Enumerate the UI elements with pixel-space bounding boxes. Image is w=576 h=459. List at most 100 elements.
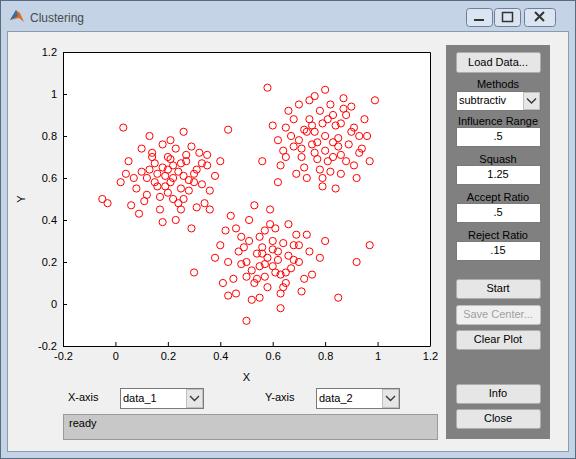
point xyxy=(133,185,140,192)
point xyxy=(290,143,297,150)
tick-label: 0 xyxy=(51,298,57,310)
tick-mark xyxy=(168,342,169,346)
edit-value: .5 xyxy=(493,206,502,218)
point xyxy=(240,244,247,251)
point xyxy=(104,200,111,207)
dropdown-button[interactable] xyxy=(524,93,540,110)
point xyxy=(282,124,289,131)
button-face[interactable] xyxy=(457,410,541,429)
point xyxy=(269,246,276,253)
dropdown[interactable]: data_2 xyxy=(317,389,400,409)
point xyxy=(314,156,321,163)
maximize-glyph xyxy=(503,13,513,22)
point xyxy=(301,275,308,282)
point xyxy=(190,269,197,276)
point xyxy=(125,158,132,165)
button[interactable]: Clear Plot xyxy=(457,331,541,350)
point xyxy=(322,237,329,244)
point xyxy=(287,265,294,272)
dropdown-box[interactable] xyxy=(317,389,400,409)
tick-label: 1.2 xyxy=(423,350,438,362)
tick: 0.8 xyxy=(42,130,67,142)
point xyxy=(298,153,305,160)
point xyxy=(217,158,224,165)
tick-label: 1 xyxy=(375,350,381,362)
point xyxy=(371,97,378,104)
point xyxy=(350,162,357,169)
point xyxy=(217,242,224,249)
edit-box[interactable] xyxy=(457,128,541,147)
window-button[interactable] xyxy=(525,9,556,27)
point xyxy=(156,193,163,200)
point xyxy=(154,170,161,177)
point xyxy=(266,206,273,213)
tick-mark xyxy=(63,220,67,221)
dropdown-button[interactable] xyxy=(187,390,203,408)
point xyxy=(177,206,184,213)
point xyxy=(211,172,218,179)
tick: 0 xyxy=(51,298,67,310)
point xyxy=(298,145,305,152)
button[interactable]: Load Data... xyxy=(457,53,541,73)
status-text: ready xyxy=(69,417,97,429)
point xyxy=(248,267,255,274)
point xyxy=(180,128,187,135)
point xyxy=(225,126,232,133)
point xyxy=(322,132,329,139)
edit-box[interactable] xyxy=(457,204,541,223)
button-face[interactable] xyxy=(457,280,541,299)
tick-label: 0.4 xyxy=(42,214,57,226)
point xyxy=(159,219,166,226)
control-label: Methods xyxy=(477,78,520,90)
dropdown[interactable]: data_1 xyxy=(121,389,204,409)
point xyxy=(363,132,370,139)
point xyxy=(248,296,255,303)
point xyxy=(295,242,302,249)
point xyxy=(319,183,326,190)
point xyxy=(193,166,200,173)
point xyxy=(316,254,323,261)
point xyxy=(308,141,315,148)
button[interactable]: Close xyxy=(457,410,541,429)
dropdown-box[interactable] xyxy=(121,389,204,409)
point xyxy=(353,258,360,265)
icon-shape xyxy=(10,10,24,22)
point xyxy=(298,288,305,295)
tick: 0.2 xyxy=(161,342,176,362)
edit-box[interactable] xyxy=(457,166,541,185)
edit-value: 1.25 xyxy=(487,168,508,180)
tick-label: 0.6 xyxy=(266,350,281,362)
button-label: Start xyxy=(486,282,509,294)
point xyxy=(183,151,190,158)
point xyxy=(366,242,373,249)
point xyxy=(172,145,179,152)
button-face[interactable] xyxy=(457,53,541,73)
tick: -0.2 xyxy=(38,340,67,352)
window-button[interactable] xyxy=(495,9,521,27)
button[interactable]: Start xyxy=(457,280,541,299)
edit-box[interactable] xyxy=(457,242,541,261)
dropdown-button[interactable] xyxy=(383,390,399,408)
point xyxy=(149,153,156,160)
button[interactable]: Info xyxy=(457,385,541,404)
control-label: Squash xyxy=(479,153,516,165)
point xyxy=(293,170,300,177)
tick-mark xyxy=(378,342,379,346)
point xyxy=(130,174,137,181)
point xyxy=(196,149,203,156)
point xyxy=(117,179,124,186)
point xyxy=(204,151,211,158)
point xyxy=(167,179,174,186)
button-face[interactable] xyxy=(457,331,541,350)
tick-label: 0.8 xyxy=(42,130,57,142)
point xyxy=(227,212,234,219)
button: Save Center... xyxy=(457,306,541,325)
window-button[interactable] xyxy=(467,9,493,27)
point xyxy=(122,170,129,177)
point xyxy=(177,160,184,167)
point xyxy=(146,132,153,139)
tick-mark xyxy=(63,136,67,137)
dropdown[interactable]: subtractiv xyxy=(457,92,541,111)
dropdown-box[interactable] xyxy=(457,92,541,111)
button-face[interactable] xyxy=(457,385,541,404)
